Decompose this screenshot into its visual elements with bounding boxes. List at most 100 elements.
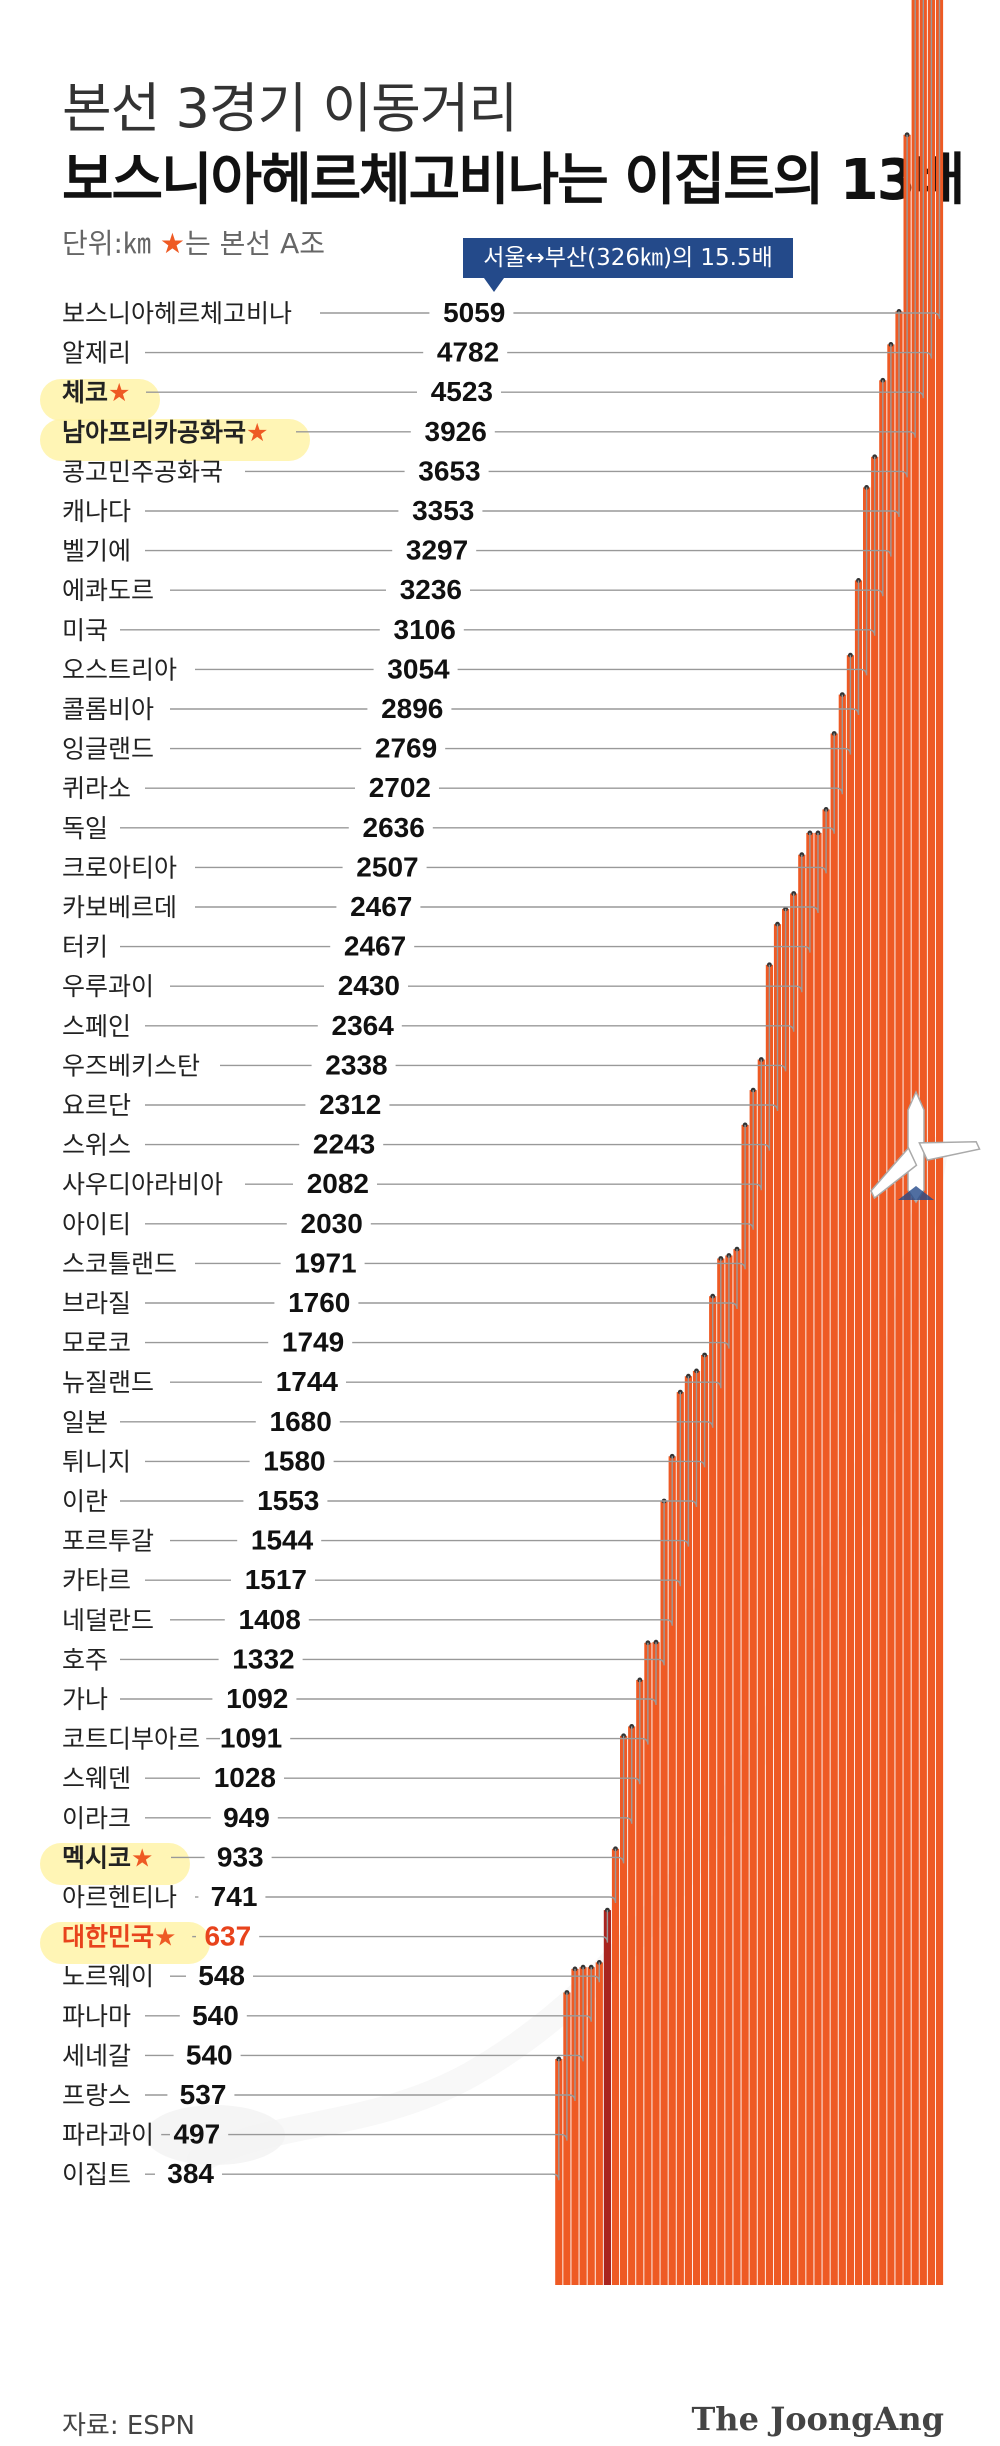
value-label: 2636 <box>363 812 425 843</box>
value-label: 3653 <box>418 455 480 486</box>
bar <box>579 1967 587 2285</box>
bar <box>871 456 879 2285</box>
value-label: 384 <box>167 2158 214 2189</box>
value-label: 2030 <box>301 1208 363 1239</box>
leader-line-right <box>395 908 787 1072</box>
star-icon: ★ <box>154 1923 176 1952</box>
title-line1: 본선 3경기 이동거리 <box>62 77 518 140</box>
category-label: 스위스 <box>62 1131 131 1160</box>
bar <box>644 1642 652 2285</box>
bar <box>846 655 854 2286</box>
value-label: 1553 <box>257 1485 319 1516</box>
leader-line-right <box>414 832 811 953</box>
bar <box>854 580 863 2285</box>
bar <box>733 1249 741 2285</box>
leader-line-right <box>321 1376 690 1547</box>
highlight-czech <box>40 379 160 421</box>
bar <box>652 1642 660 2285</box>
callout-pointer <box>484 278 504 292</box>
category-label: 아르헨티나 <box>62 1883 177 1912</box>
bar-tip-dot <box>848 652 853 658</box>
category-label: 독일 <box>62 814 108 843</box>
bar <box>887 344 895 2285</box>
bar <box>676 1392 684 2285</box>
leader-line-right <box>408 854 803 993</box>
value-label: 3353 <box>412 495 474 526</box>
value-label: 2082 <box>307 1168 369 1199</box>
value-label: 949 <box>223 1802 270 1833</box>
value-label: 1744 <box>276 1366 339 1397</box>
bar-tip-dot <box>799 852 805 858</box>
value-label: 3106 <box>394 614 456 645</box>
value-label: 1580 <box>263 1445 325 1476</box>
value-label: 933 <box>217 1841 264 1872</box>
category-label: 네덜란드 <box>62 1606 154 1635</box>
leader-line-right <box>383 964 771 1151</box>
leader-line-right <box>439 694 843 795</box>
value-label: 3054 <box>387 653 450 684</box>
leader-line-right <box>346 1258 722 1389</box>
category-label: 우루과이 <box>62 972 154 1001</box>
value-label: 741 <box>211 1881 258 1912</box>
value-label: 637 <box>204 1921 251 1952</box>
highlight-korea <box>40 1922 210 1964</box>
category-label: 오스트리아 <box>62 655 177 684</box>
leader-line-right <box>370 1090 754 1230</box>
value-label: 1760 <box>288 1287 350 1318</box>
leader-line-right <box>265 1848 617 1904</box>
leader-line-right <box>457 487 868 676</box>
leader-line-right <box>358 1249 738 1310</box>
bar <box>636 1679 644 2285</box>
bar <box>668 1456 676 2285</box>
unit-star-text: 는 본선 A조 <box>184 227 325 260</box>
category-label: 가나 <box>62 1685 108 1714</box>
value-label: 548 <box>198 1960 245 1991</box>
bar <box>692 1370 701 2285</box>
value-label: 2243 <box>313 1129 375 1160</box>
value-label: 497 <box>173 2119 220 2150</box>
category-label: 코트디부아르 <box>62 1725 200 1754</box>
bar <box>765 964 773 2285</box>
category-label: 멕시코★ <box>62 1843 153 1872</box>
leader-line-right <box>470 380 884 597</box>
value-label: 1749 <box>282 1327 344 1358</box>
callout-box: 서울↔부산(326㎞)의 15.5배 <box>463 238 793 278</box>
category-label: 스페인 <box>62 1012 131 1041</box>
value-label: 1544 <box>251 1525 314 1556</box>
category-label: 노르웨이 <box>62 1962 154 1991</box>
category-label: 캐나다 <box>62 497 131 526</box>
bar <box>822 809 830 2285</box>
bar <box>757 1059 765 2285</box>
category-label: 보스니아헤르체고비나 <box>62 299 292 328</box>
value-label: 2702 <box>369 772 431 803</box>
value-label: 2430 <box>338 970 400 1001</box>
bar <box>701 1355 709 2285</box>
category-label: 스웨덴 <box>62 1764 131 1793</box>
leader-line-right <box>277 1726 633 1824</box>
bar <box>603 1910 611 2285</box>
bar <box>620 1735 628 2285</box>
value-label: 1091 <box>220 1723 282 1754</box>
value-label: 3236 <box>400 574 462 605</box>
bar <box>879 380 887 2285</box>
bar <box>749 1090 757 2285</box>
category-label: 알제리 <box>62 339 131 368</box>
leader-line-right <box>333 1355 706 1468</box>
bar-tip-dot <box>775 921 780 927</box>
leader-line-right <box>494 0 916 438</box>
category-label: 세네갈 <box>62 2041 131 2070</box>
leader-line-right <box>401 893 795 1032</box>
value-label: 2364 <box>332 1010 395 1041</box>
leader-line-right <box>426 809 827 874</box>
airplane-icon <box>870 1090 981 1204</box>
bar <box>863 487 871 2285</box>
bar <box>806 832 814 2285</box>
value-label: 1092 <box>226 1683 288 1714</box>
bar <box>660 1501 668 2285</box>
star-icon: ★ <box>108 378 130 407</box>
leader-line-right <box>296 1642 657 1706</box>
leader-line-right <box>253 1962 600 1983</box>
value-label: 3926 <box>425 416 487 447</box>
leader-line-right <box>352 1255 730 1349</box>
publisher-logo: The JoongAng <box>691 2400 944 2438</box>
